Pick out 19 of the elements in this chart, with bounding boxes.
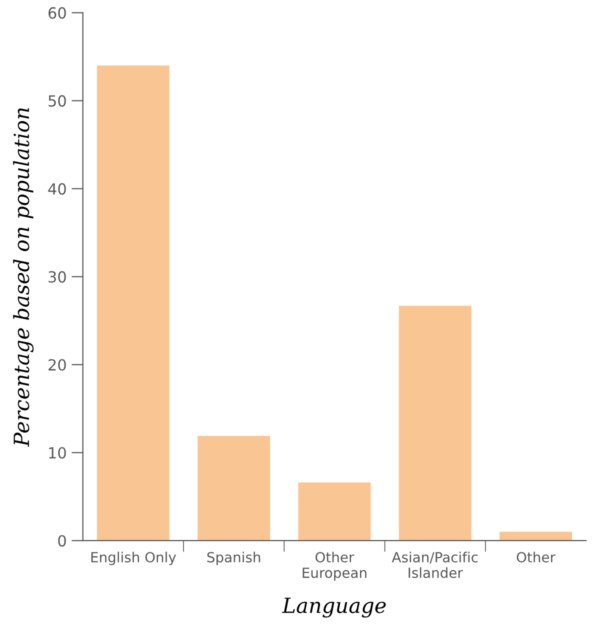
y-tick-label: 40	[48, 183, 66, 195]
bar	[96, 66, 170, 541]
bar	[398, 306, 472, 541]
x-tick-label: Other European	[302, 552, 366, 581]
y-tick-label: 0	[58, 535, 66, 547]
y-tick-label: 10	[49, 447, 66, 459]
y-axis-title: Percentage based on population	[13, 108, 34, 447]
y-tick-label: 30	[48, 271, 66, 283]
bar	[198, 436, 270, 541]
y-tick-label: 50	[48, 95, 66, 107]
x-tick-label: English Only	[91, 552, 176, 566]
bar	[298, 482, 371, 541]
x-tick-label: Asian/Pacific Islander	[392, 552, 478, 578]
bar	[500, 532, 572, 541]
x-tick-label: Spanish	[207, 552, 260, 566]
y-tick-label: 20	[48, 359, 66, 371]
x-axis-title: Language	[282, 598, 386, 618]
x-tick-label: Other	[516, 552, 556, 562]
y-tick-label: 60	[48, 7, 66, 19]
